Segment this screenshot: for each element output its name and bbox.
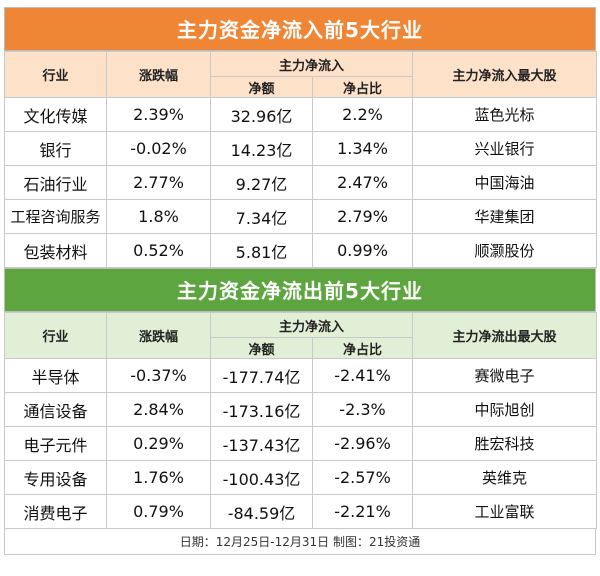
col-header-change: 涨跌幅 [106,312,211,359]
cell-ratio: 0.99% [311,233,414,268]
col-header-industry: 行业 [4,312,107,359]
cell-stock: 中际旭创 [412,392,598,427]
cell-amount: 5.81亿 [210,233,313,268]
cell-amount: 14.23亿 [210,131,313,166]
cell-stock: 蓝色光标 [412,97,598,132]
table-row: 银行 -0.02% 14.23亿 1.34% 兴业银行 [4,131,598,166]
cell-stock: 兴业银行 [412,131,598,166]
cell-stock: 胜宏科技 [412,426,598,461]
table-row: 消费电子 0.79% -84.59亿 -2.21% 工业富联 [4,494,598,529]
cell-change: -0.37% [106,358,211,393]
cell-industry: 包装材料 [4,233,107,268]
cell-change: -0.02% [106,131,211,166]
cell-stock: 工业富联 [412,494,598,529]
table-row: 文化传媒 2.39% 32.96亿 2.2% 蓝色光标 [4,97,598,132]
cell-change: 0.52% [106,233,211,268]
cell-industry: 文化传媒 [4,97,107,132]
table-row: 石油行业 2.77% 9.27亿 2.47% 中国海油 [4,165,598,200]
col-header-top-stock: 主力净流入最大股 [412,51,598,98]
cell-amount: -173.16亿 [210,392,313,427]
col-header-change: 涨跌幅 [106,51,211,98]
outflow-table: 行业 涨跌幅 主力净流入 主力净流出最大股 净额 净占比 半导体 -0.37% … [4,312,598,529]
cell-change: 2.84% [106,392,211,427]
fund-flow-report: 主力资金净流入前5大行业 行业 涨跌幅 主力净流入 主力净流入最大股 净额 净占… [4,7,598,555]
footer-caption: 日期：12月25日-12月31日 制图：21投资通 [4,529,596,555]
col-header-net-amount: 净额 [210,337,313,359]
cell-amount: 32.96亿 [210,97,313,132]
cell-change: 1.76% [106,460,211,495]
cell-change: 0.79% [106,494,211,529]
col-header-industry: 行业 [4,51,107,98]
cell-ratio: -2.57% [311,460,414,495]
table-row: 包装材料 0.52% 5.81亿 0.99% 顺灏股份 [4,233,598,268]
cell-amount: -137.43亿 [210,426,313,461]
cell-ratio: -2.21% [311,494,414,529]
cell-industry: 消费电子 [4,494,107,529]
col-header-net-amount: 净额 [210,76,313,98]
table-row: 半导体 -0.37% -177.74亿 -2.41% 赛微电子 [4,358,598,393]
cell-stock: 华建集团 [412,199,598,234]
col-header-top-stock: 主力净流出最大股 [412,312,598,359]
cell-amount: 7.34亿 [210,199,313,234]
cell-amount: -84.59亿 [210,494,313,529]
cell-change: 1.8% [106,199,211,234]
cell-stock: 中国海油 [412,165,598,200]
cell-stock: 顺灏股份 [412,233,598,268]
cell-industry: 半导体 [4,358,107,393]
cell-amount: -100.43亿 [210,460,313,495]
cell-ratio: -2.3% [311,392,414,427]
col-header-main-net: 主力净流入 [209,51,414,77]
col-header-main-net: 主力净流入 [209,312,414,338]
cell-change: 2.77% [106,165,211,200]
cell-ratio: 2.47% [311,165,414,200]
cell-amount: -177.74亿 [210,358,313,393]
cell-stock: 赛微电子 [412,358,598,393]
cell-ratio: -2.41% [311,358,414,393]
cell-industry: 电子元件 [4,426,107,461]
table-row: 专用设备 1.76% -100.43亿 -2.57% 英维克 [4,460,598,495]
cell-ratio: 1.34% [311,131,414,166]
cell-industry: 银行 [4,131,107,166]
cell-industry: 石油行业 [4,165,107,200]
cell-industry: 专用设备 [4,460,107,495]
table-row: 通信设备 2.84% -173.16亿 -2.3% 中际旭创 [4,392,598,427]
cell-stock: 英维克 [412,460,598,495]
cell-industry: 通信设备 [4,392,107,427]
inflow-table: 行业 涨跌幅 主力净流入 主力净流入最大股 净额 净占比 文化传媒 2.39% … [4,51,598,268]
col-header-net-ratio: 净占比 [311,76,414,98]
inflow-title: 主力资金净流入前5大行业 [4,7,596,51]
table-row: 工程咨询服务 1.8% 7.34亿 2.79% 华建集团 [4,199,598,234]
cell-ratio: 2.2% [311,97,414,132]
cell-change: 0.29% [106,426,211,461]
cell-change: 2.39% [106,97,211,132]
cell-ratio: -2.96% [311,426,414,461]
cell-amount: 9.27亿 [210,165,313,200]
col-header-net-ratio: 净占比 [311,337,414,359]
cell-ratio: 2.79% [311,199,414,234]
cell-industry: 工程咨询服务 [4,199,107,234]
outflow-title: 主力资金净流出前5大行业 [4,268,596,312]
table-row: 电子元件 0.29% -137.43亿 -2.96% 胜宏科技 [4,426,598,461]
